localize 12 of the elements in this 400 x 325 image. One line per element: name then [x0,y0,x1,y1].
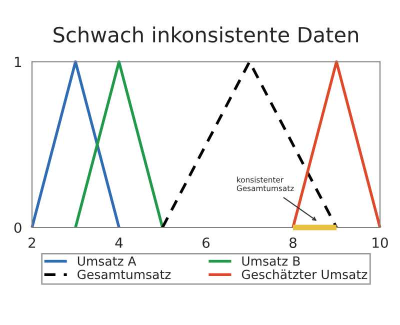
legend-label: Geschätzter Umsatz [242,269,368,280]
legend-label: Gesamtumsatz [78,270,171,280]
x-tick-label: 4 [115,238,123,248]
x-tick-label: 8 [290,237,296,248]
x-tick-label: 10 [372,237,388,248]
legend-label: Umsatz B [242,256,300,266]
y-tick-label: 0 [14,222,22,233]
chart-title: Schwach inkonsistente Daten [54,26,358,43]
x-tick-label: 6 [202,237,210,248]
y-tick-label: 1 [14,56,21,68]
x-tick-label: 2 [28,237,36,248]
legend-label: Umsatz A [78,256,136,266]
